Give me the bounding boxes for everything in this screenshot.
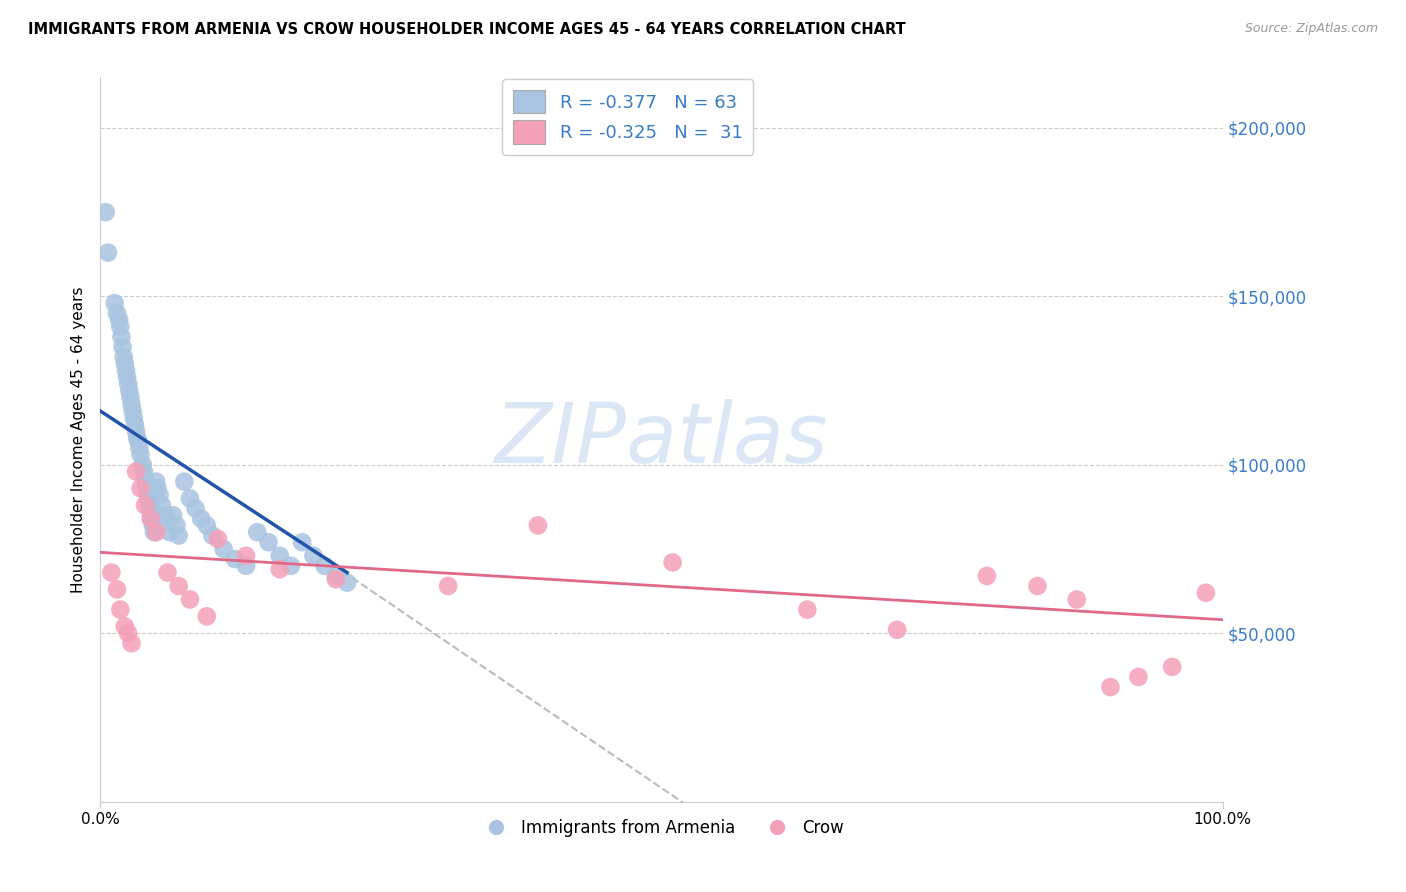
Point — [167, 528, 190, 542]
Point — [136, 484, 159, 499]
Point — [280, 558, 302, 573]
Point — [145, 525, 167, 540]
Point — [134, 498, 156, 512]
Point — [156, 515, 179, 529]
Point — [325, 572, 347, 586]
Point — [138, 491, 160, 506]
Point — [121, 636, 143, 650]
Point — [124, 417, 146, 432]
Point — [173, 475, 195, 489]
Point — [121, 397, 143, 411]
Point — [1099, 680, 1122, 694]
Point — [114, 357, 136, 371]
Point — [195, 609, 218, 624]
Point — [1128, 670, 1150, 684]
Point — [120, 391, 142, 405]
Text: ZIPatlas: ZIPatlas — [495, 399, 828, 480]
Point — [146, 481, 169, 495]
Point — [150, 498, 173, 512]
Point — [134, 471, 156, 485]
Point — [94, 205, 117, 219]
Point — [269, 549, 291, 563]
Point — [159, 525, 181, 540]
Point — [115, 363, 138, 377]
Point — [886, 623, 908, 637]
Point — [314, 558, 336, 573]
Point — [235, 558, 257, 573]
Y-axis label: Householder Income Ages 45 - 64 years: Householder Income Ages 45 - 64 years — [72, 286, 86, 593]
Point — [135, 478, 157, 492]
Point — [142, 518, 165, 533]
Point — [1026, 579, 1049, 593]
Point — [132, 465, 155, 479]
Point — [269, 562, 291, 576]
Point — [1195, 586, 1218, 600]
Point — [104, 296, 127, 310]
Point — [162, 508, 184, 523]
Point — [132, 458, 155, 472]
Point — [212, 541, 235, 556]
Point — [97, 245, 120, 260]
Point — [117, 626, 139, 640]
Point — [117, 376, 139, 391]
Point — [1066, 592, 1088, 607]
Point — [167, 579, 190, 593]
Point — [129, 481, 152, 495]
Point — [110, 602, 132, 616]
Point — [257, 535, 280, 549]
Point — [122, 410, 145, 425]
Point — [207, 532, 229, 546]
Point — [110, 330, 132, 344]
Point — [661, 556, 683, 570]
Point — [195, 518, 218, 533]
Point — [115, 370, 138, 384]
Point — [302, 549, 325, 563]
Point — [118, 384, 141, 398]
Point — [145, 475, 167, 489]
Point — [139, 511, 162, 525]
Point — [976, 569, 998, 583]
Point — [190, 511, 212, 525]
Point — [127, 431, 149, 445]
Point — [139, 505, 162, 519]
Point — [325, 569, 347, 583]
Point — [108, 313, 131, 327]
Point — [155, 508, 177, 523]
Point — [179, 592, 201, 607]
Point — [149, 488, 172, 502]
Point — [184, 501, 207, 516]
Point — [235, 549, 257, 563]
Point — [112, 350, 135, 364]
Point — [1161, 660, 1184, 674]
Point — [336, 575, 359, 590]
Point — [125, 465, 148, 479]
Point — [105, 306, 128, 320]
Point — [110, 319, 132, 334]
Point — [156, 566, 179, 580]
Point — [527, 518, 550, 533]
Legend: Immigrants from Armenia, Crow: Immigrants from Armenia, Crow — [472, 813, 851, 844]
Point — [127, 434, 149, 449]
Point — [141, 511, 163, 525]
Point — [437, 579, 460, 593]
Point — [128, 441, 150, 455]
Point — [201, 528, 224, 542]
Point — [100, 566, 122, 580]
Point — [125, 424, 148, 438]
Point — [129, 448, 152, 462]
Point — [114, 619, 136, 633]
Point — [166, 518, 188, 533]
Text: Source: ZipAtlas.com: Source: ZipAtlas.com — [1244, 22, 1378, 36]
Point — [291, 535, 314, 549]
Point — [138, 498, 160, 512]
Point — [179, 491, 201, 506]
Text: IMMIGRANTS FROM ARMENIA VS CROW HOUSEHOLDER INCOME AGES 45 - 64 YEARS CORRELATIO: IMMIGRANTS FROM ARMENIA VS CROW HOUSEHOL… — [28, 22, 905, 37]
Point — [121, 404, 143, 418]
Point — [143, 525, 166, 540]
Point — [796, 602, 818, 616]
Point — [246, 525, 269, 540]
Point — [111, 340, 134, 354]
Point — [224, 552, 246, 566]
Point — [105, 582, 128, 597]
